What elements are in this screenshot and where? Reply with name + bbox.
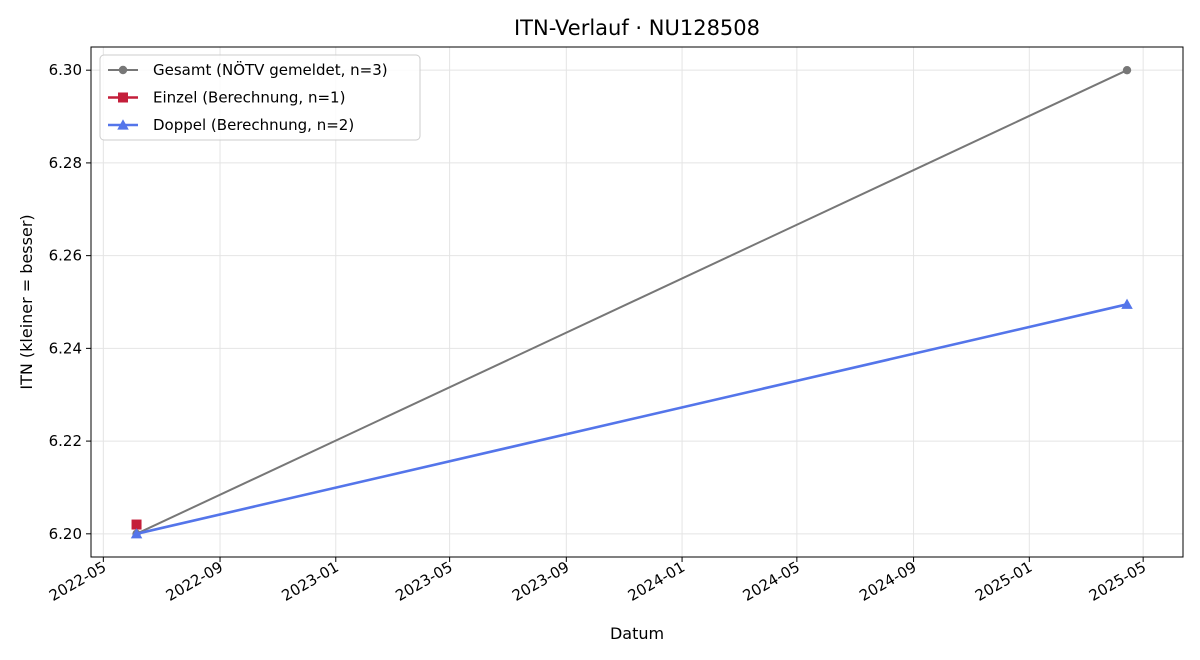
y-tick-label: 6.22 bbox=[49, 432, 82, 450]
data-point bbox=[131, 519, 142, 530]
series-3 bbox=[130, 298, 1133, 539]
y-tick-label: 6.20 bbox=[49, 525, 82, 543]
grid bbox=[91, 47, 1183, 557]
x-axis-title: Datum bbox=[610, 624, 664, 643]
series-2 bbox=[131, 519, 142, 530]
legend-marker bbox=[118, 92, 128, 103]
x-tick-label: 2023-09 bbox=[509, 558, 572, 605]
x-tick-label: 2024-01 bbox=[625, 558, 688, 605]
axis-ticks: 2022-05 2022-09 2023-01 2023-05 2023-09 2024-… bbox=[46, 61, 1149, 605]
plot-frame bbox=[90, 46, 1184, 558]
legend: Gesamt (NÖTV gemeldet, n=3) Einzel (Berec… bbox=[99, 54, 421, 141]
x-tick-label: 2024-05 bbox=[740, 558, 803, 605]
y-tick-label: 6.30 bbox=[49, 61, 82, 79]
series-layer bbox=[130, 65, 1133, 539]
x-tick-label: 2025-01 bbox=[972, 558, 1035, 605]
legend-label: Einzel (Berechnung, n=1) bbox=[153, 89, 345, 107]
series-line bbox=[136, 303, 1128, 536]
y-tick-label: 6.26 bbox=[49, 247, 82, 265]
y-axis-title: ITN (kleiner = besser) bbox=[17, 214, 36, 389]
legend-label: Doppel (Berechnung, n=2) bbox=[153, 116, 354, 134]
x-tick-label: 2023-05 bbox=[392, 558, 455, 605]
chart-title: ITN-Verlauf · NU128508 bbox=[514, 16, 760, 40]
legend-box bbox=[99, 54, 421, 141]
data-point bbox=[130, 528, 143, 539]
legend-marker bbox=[118, 65, 128, 75]
legend-item-2: Einzel (Berechnung, n=1) bbox=[108, 89, 345, 107]
legend-label: Gesamt (NÖTV gemeldet, n=3) bbox=[153, 60, 388, 79]
y-tick-label: 6.24 bbox=[49, 339, 82, 357]
legend-item-1: Gesamt (NÖTV gemeldet, n=3) bbox=[108, 60, 388, 79]
x-tick-label: 2022-09 bbox=[163, 558, 226, 605]
legend-item-3: Doppel (Berechnung, n=2) bbox=[108, 116, 354, 134]
legend-marker bbox=[117, 119, 129, 130]
x-tick-label: 2025-05 bbox=[1086, 558, 1149, 605]
x-tick-label: 2024-09 bbox=[856, 558, 919, 605]
data-point bbox=[1122, 65, 1132, 75]
series-line bbox=[136, 69, 1128, 535]
data-point bbox=[1121, 298, 1133, 309]
x-tick-label: 2022-05 bbox=[46, 558, 109, 605]
x-tick-label: 2023-01 bbox=[278, 558, 341, 605]
y-tick-label: 6.28 bbox=[49, 154, 82, 172]
